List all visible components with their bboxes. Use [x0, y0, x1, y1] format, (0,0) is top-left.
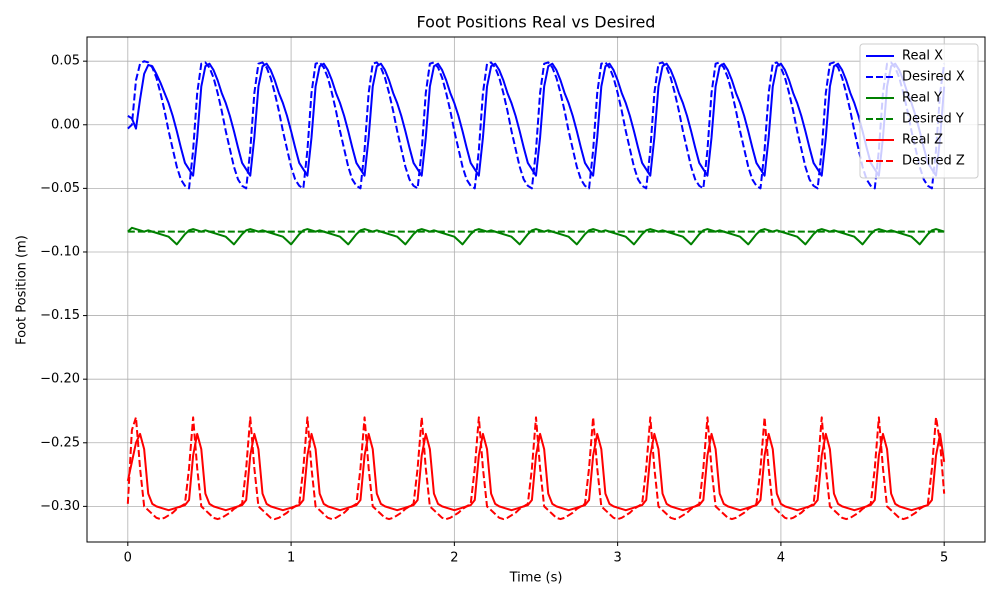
chart-title: Foot Positions Real vs Desired	[417, 13, 656, 32]
legend: Real X Desired X Real Y Desired Y Real Z Desi…	[859, 43, 979, 179]
plot-frame	[86, 36, 986, 543]
series-line	[127, 60, 946, 190]
x-tick-label: 3	[613, 551, 621, 566]
x-tick-label: 0	[124, 551, 132, 566]
y-tick-label: −0.20	[40, 372, 80, 387]
x-axis-label: Time (s)	[509, 571, 563, 586]
series-line	[127, 62, 946, 177]
x-tick-label: 4	[777, 551, 785, 566]
x-tick-label: 2	[450, 551, 458, 566]
legend-label: Desired Y	[902, 112, 964, 127]
y-tick-label: −0.10	[40, 244, 80, 259]
y-tick-label: −0.30	[40, 499, 80, 514]
y-tick-label: −0.15	[40, 308, 80, 323]
legend-label: Desired X	[902, 70, 965, 85]
y-tick-label: 0.00	[51, 117, 80, 132]
y-tick-label: −0.25	[40, 435, 80, 450]
x-tick-label: 1	[287, 551, 295, 566]
legend-label: Real Y	[902, 91, 942, 106]
y-tick-label: −0.05	[40, 181, 80, 196]
y-axis-label: Foot Position (m)	[15, 235, 30, 345]
legend-label: Real X	[902, 49, 943, 64]
series-line	[126, 416, 946, 521]
grid	[87, 37, 985, 542]
y-tick-label: 0.05	[51, 54, 80, 69]
x-tick-label: 5	[940, 551, 948, 566]
legend-label: Desired Z	[902, 154, 965, 169]
legend-label: Real Z	[902, 133, 943, 148]
